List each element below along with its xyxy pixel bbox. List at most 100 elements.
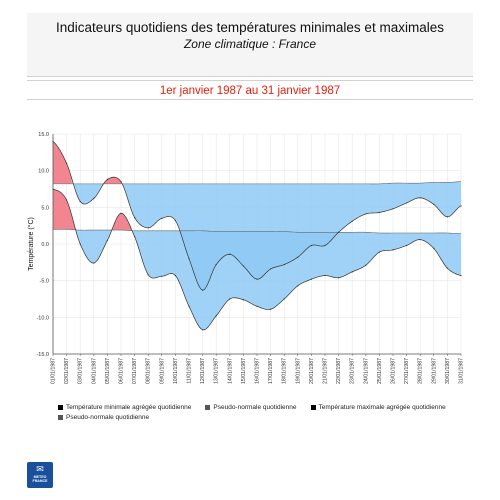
max-point	[215, 263, 217, 266]
x-tick-label: 23/01/1987	[350, 358, 356, 384]
x-tick-label: 26/01/1987	[391, 358, 397, 384]
legend-label: Température maximale agrégée quotidienne	[318, 404, 446, 411]
x-tick-label: 17/01/1987	[268, 358, 274, 384]
max-point	[79, 200, 81, 203]
chart-axes: -15.0 -10.0 -5.0 0.0 5.0 10.0 15.0 01/01/1987 02…	[27, 132, 465, 384]
min-point	[229, 298, 231, 300]
max-point	[310, 244, 312, 247]
max-point	[446, 216, 448, 218]
min-point	[134, 236, 136, 238]
legend-item: Pseudo-normale quotidienne	[58, 414, 149, 421]
max-point	[297, 256, 299, 258]
min-point	[79, 243, 81, 245]
max-point	[120, 181, 122, 183]
max-point	[256, 278, 258, 280]
legend-swatch	[58, 404, 63, 410]
x-tick-label: 06/01/1987	[119, 358, 125, 384]
y-tick-label: -15.0	[36, 352, 49, 358]
x-tick-label: 31/01/1987	[459, 358, 465, 384]
min-point	[324, 274, 326, 277]
min-cold-anomaly-area	[131, 228, 461, 330]
legend-swatch	[310, 404, 316, 410]
y-tick-label: -5.0	[40, 279, 49, 285]
min-point	[215, 315, 217, 317]
y-tick-label: 5.0	[41, 205, 49, 211]
legend-label: Pseudo-normale quotidienne	[66, 414, 150, 421]
min-point	[338, 277, 340, 279]
x-tick-label: 19/01/1987	[295, 358, 301, 384]
x-tick-label: 21/01/1987	[323, 358, 329, 384]
x-tick-label: 20/01/1987	[309, 358, 315, 384]
y-tick-label: 0.0	[41, 242, 49, 248]
max-point	[202, 289, 204, 291]
min-point	[66, 199, 68, 201]
min-point	[460, 274, 462, 277]
x-tick-label: 18/01/1987	[282, 358, 288, 384]
max-point	[433, 203, 435, 205]
chart-legend: Température minimale agrégée quotidienne…	[58, 404, 478, 424]
min-point	[188, 305, 190, 307]
legend-item: Température minimale agrégée quotidienne	[58, 404, 191, 411]
max-normal-line	[53, 181, 462, 185]
min-point	[419, 239, 421, 241]
max-point	[174, 219, 176, 222]
min-point	[270, 308, 272, 310]
x-tick-label: 10/01/1987	[173, 358, 179, 384]
max-point	[351, 220, 353, 222]
min-point	[256, 305, 258, 307]
min-point	[406, 244, 408, 247]
max-point	[324, 244, 326, 247]
legend-label: Température minimale agrégée quotidienne	[66, 404, 192, 411]
x-tick-label: 04/01/1987	[91, 358, 97, 384]
chart-lines	[52, 140, 462, 331]
x-tick-label: 11/01/1987	[187, 358, 193, 384]
min-point	[392, 249, 394, 251]
max-warm-anomaly-area	[53, 141, 72, 184]
min-point	[202, 329, 204, 331]
x-tick-label: 15/01/1987	[241, 358, 247, 384]
legend-swatch	[58, 414, 63, 420]
x-tick-label: 08/01/1987	[146, 358, 152, 384]
period-bar: 1er janvier 1987 au 31 janvier 1987	[27, 80, 473, 100]
legend-swatch	[205, 404, 211, 410]
page-title: Indicateurs quotidiens des températures …	[56, 20, 444, 35]
x-tick-label: 01/01/1987	[51, 358, 57, 384]
min-point	[161, 275, 163, 277]
max-point	[161, 217, 163, 219]
x-tick-label: 27/01/1987	[404, 358, 410, 384]
x-tick-label: 09/01/1987	[159, 358, 165, 384]
min-point	[93, 262, 95, 264]
min-point	[378, 251, 380, 253]
min-cold-anomaly-area	[75, 227, 111, 264]
max-point	[229, 253, 231, 255]
min-point	[446, 267, 448, 269]
max-point	[147, 227, 149, 229]
min-point	[433, 247, 435, 249]
meteo-france-logo: ✉ METEO FRANCE	[27, 462, 53, 488]
max-point	[188, 258, 190, 260]
report-header: Indicateurs quotidiens des températures …	[27, 13, 473, 77]
max-point	[242, 265, 244, 267]
x-tick-label: 07/01/1987	[132, 358, 138, 384]
min-point	[297, 285, 299, 287]
y-tick-label: 10.0	[38, 169, 49, 175]
max-point	[419, 197, 421, 199]
x-tick-label: 16/01/1987	[255, 358, 261, 384]
min-normal-line	[53, 228, 462, 235]
x-tick-label: 30/01/1987	[445, 358, 451, 384]
x-tick-label: 14/01/1987	[227, 358, 233, 384]
max-point	[338, 231, 340, 233]
page-subtitle: Zone climatique : France	[183, 37, 317, 51]
max-point	[93, 197, 95, 200]
y-tick-label: 15.0	[38, 132, 49, 138]
x-tick-label: 25/01/1987	[377, 358, 383, 384]
temperature-chart: -15.0 -10.0 -5.0 0.0 5.0 10.0 15.0 01/01/1987 02…	[27, 132, 465, 384]
min-point	[147, 274, 149, 276]
min-warm-anomaly-area	[53, 189, 76, 230]
max-point	[378, 211, 380, 214]
x-tick-label: 03/01/1987	[78, 358, 84, 384]
legend-item: Température maximale agrégée quotidienne	[310, 404, 446, 411]
max-point	[270, 268, 272, 270]
legend-item: Pseudo-normale quotidienne	[205, 404, 297, 411]
min-point	[365, 264, 367, 266]
